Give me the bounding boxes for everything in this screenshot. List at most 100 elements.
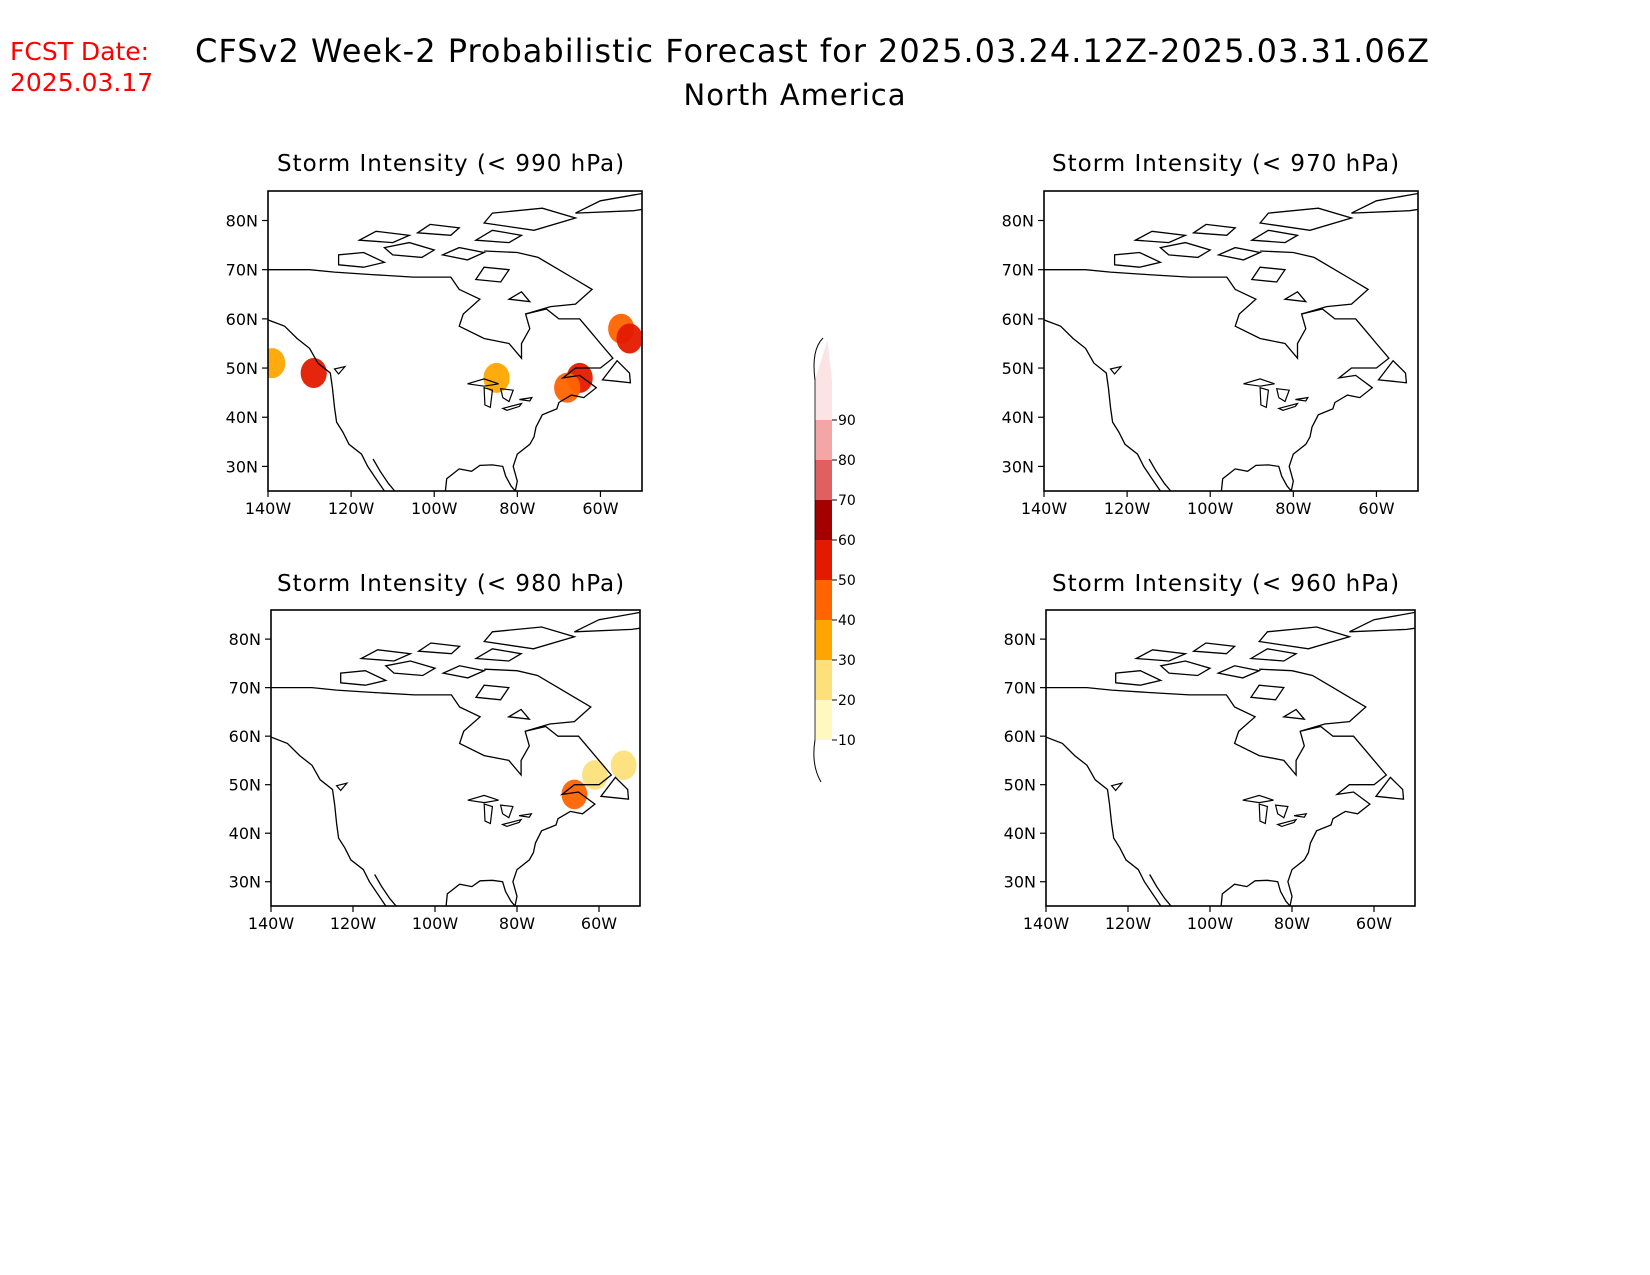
arctic-island: [340, 670, 388, 686]
lake: [518, 813, 533, 818]
lon-tick-label: 140W: [1023, 914, 1070, 933]
lat-tick-label: 30N: [229, 873, 261, 892]
lon-tick-label: 60W: [1358, 499, 1394, 518]
arctic-island: [358, 649, 413, 662]
arctic-island: [1250, 266, 1287, 283]
lat-tick-label: 60N: [229, 727, 261, 746]
arctic-island: [416, 642, 462, 655]
arctic-island: [1113, 251, 1163, 268]
arctic-island: [473, 648, 523, 662]
arctic-island: [1281, 708, 1306, 721]
arctic-island: [384, 660, 437, 677]
lon-tick-label: 120W: [1104, 499, 1151, 518]
west-coastline: [1044, 319, 1161, 491]
arctic-island: [1216, 665, 1262, 679]
lake: [1109, 365, 1123, 375]
probability-area: [610, 750, 637, 781]
colorbar-label: 60: [838, 533, 856, 549]
arctic-island: [1249, 229, 1300, 244]
lat-tick-label: 60N: [226, 310, 258, 329]
baffin-coastline: [484, 250, 594, 315]
lon-tick-label: 120W: [330, 914, 377, 933]
arctic-island: [415, 223, 461, 236]
west-coastline: [268, 319, 385, 491]
colorbar-segment: [815, 540, 832, 580]
map-panel-960: 80N 70N 60N 50N 40N 30N 140W 120W 100W 80W 60W: [1004, 609, 1416, 933]
colorbar-label: 10: [838, 733, 856, 749]
colorbar-segment: [815, 580, 832, 620]
map-frame: [1043, 190, 1419, 492]
lat-tick-label: 70N: [226, 261, 258, 280]
lat-tick-label: 60N: [1004, 727, 1036, 746]
lon-tick-label: 60W: [581, 914, 617, 933]
map-content-970: [1044, 192, 1418, 491]
colorbar-segment: [815, 380, 832, 420]
arctic-island: [1351, 192, 1418, 214]
lat-tick-label: 70N: [229, 679, 261, 698]
arctic-island: [1191, 223, 1237, 236]
lake: [1258, 803, 1269, 825]
lat-tick-label: 80N: [229, 630, 261, 649]
arctic-island: [473, 229, 524, 244]
arctic-island: [474, 266, 511, 283]
lake: [467, 378, 499, 387]
newfoundland: [601, 359, 632, 384]
lat-tick-label: 40N: [226, 408, 258, 427]
lake: [499, 804, 514, 819]
lat-tick-label: 50N: [229, 776, 261, 795]
lake: [1259, 386, 1270, 409]
page-subtitle: North America: [0, 78, 1650, 112]
map-panel-980: 80N 70N 60N 50N 40N 30N 140W 120W 100W 80W 60W: [229, 609, 641, 933]
lat-tick-label: 30N: [1004, 873, 1036, 892]
newfoundland: [1377, 359, 1408, 384]
lake: [1277, 402, 1299, 411]
colorbar: 10 20 30 40 50 60 70 80 90: [813, 337, 856, 783]
lat-tick-label: 70N: [1004, 679, 1036, 698]
baja-coastline: [374, 874, 397, 906]
lat-tick-label: 80N: [1004, 630, 1036, 649]
colorbar-segment: [815, 700, 832, 740]
lon-tick-label: 100W: [1187, 499, 1234, 518]
west-coastline: [271, 736, 387, 906]
lat-tick-label: 50N: [226, 359, 258, 378]
forecast-date-value: 2025.03.17: [10, 68, 154, 97]
lake: [1243, 378, 1275, 387]
panel-title-990: Storm Intensity (< 990 hPa): [277, 151, 626, 177]
coastline: [271, 686, 613, 906]
newfoundland: [1374, 776, 1405, 800]
colorbar-top-edge: [813, 337, 824, 381]
lon-tick-label: 60W: [1356, 914, 1392, 933]
colorbar-segment: [815, 620, 832, 660]
lat-tick-label: 30N: [1002, 457, 1034, 476]
map-panel-970: 80N 70N 60N 50N 40N 30N 140W 120W 100W 80W 60W: [1002, 190, 1419, 518]
arctic-island: [1133, 230, 1188, 244]
forecast-date-label: FCST Date:: [10, 37, 150, 66]
colorbar-label: 40: [838, 613, 856, 629]
baffin-coastline: [1259, 668, 1367, 732]
lake: [333, 365, 347, 375]
lake: [1295, 396, 1310, 402]
lake: [1110, 782, 1124, 792]
lake: [483, 386, 494, 409]
map-frame: [270, 609, 641, 907]
arctic-island: [1158, 241, 1212, 259]
lake: [467, 794, 499, 804]
coastline: [268, 269, 614, 491]
lake: [1293, 813, 1308, 818]
lon-tick-label: 80W: [499, 914, 535, 933]
lon-tick-label: 80W: [499, 499, 535, 518]
arctic-island: [1283, 290, 1308, 303]
colorbar-segment: [815, 460, 832, 500]
arctic-island: [482, 207, 578, 231]
probability-area: [268, 348, 286, 379]
lon-tick-label: 140W: [248, 914, 295, 933]
arctic-island: [357, 230, 412, 244]
baffin-coastline: [484, 668, 592, 732]
panel-title-970: Storm Intensity (< 970 hPa): [1052, 151, 1401, 177]
arctic-island: [506, 708, 531, 721]
arctic-island: [1349, 611, 1415, 633]
map-content-990: [268, 192, 642, 491]
colorbar-segment: [815, 500, 832, 540]
lat-tick-label: 60N: [1002, 310, 1034, 329]
lake: [483, 803, 494, 825]
